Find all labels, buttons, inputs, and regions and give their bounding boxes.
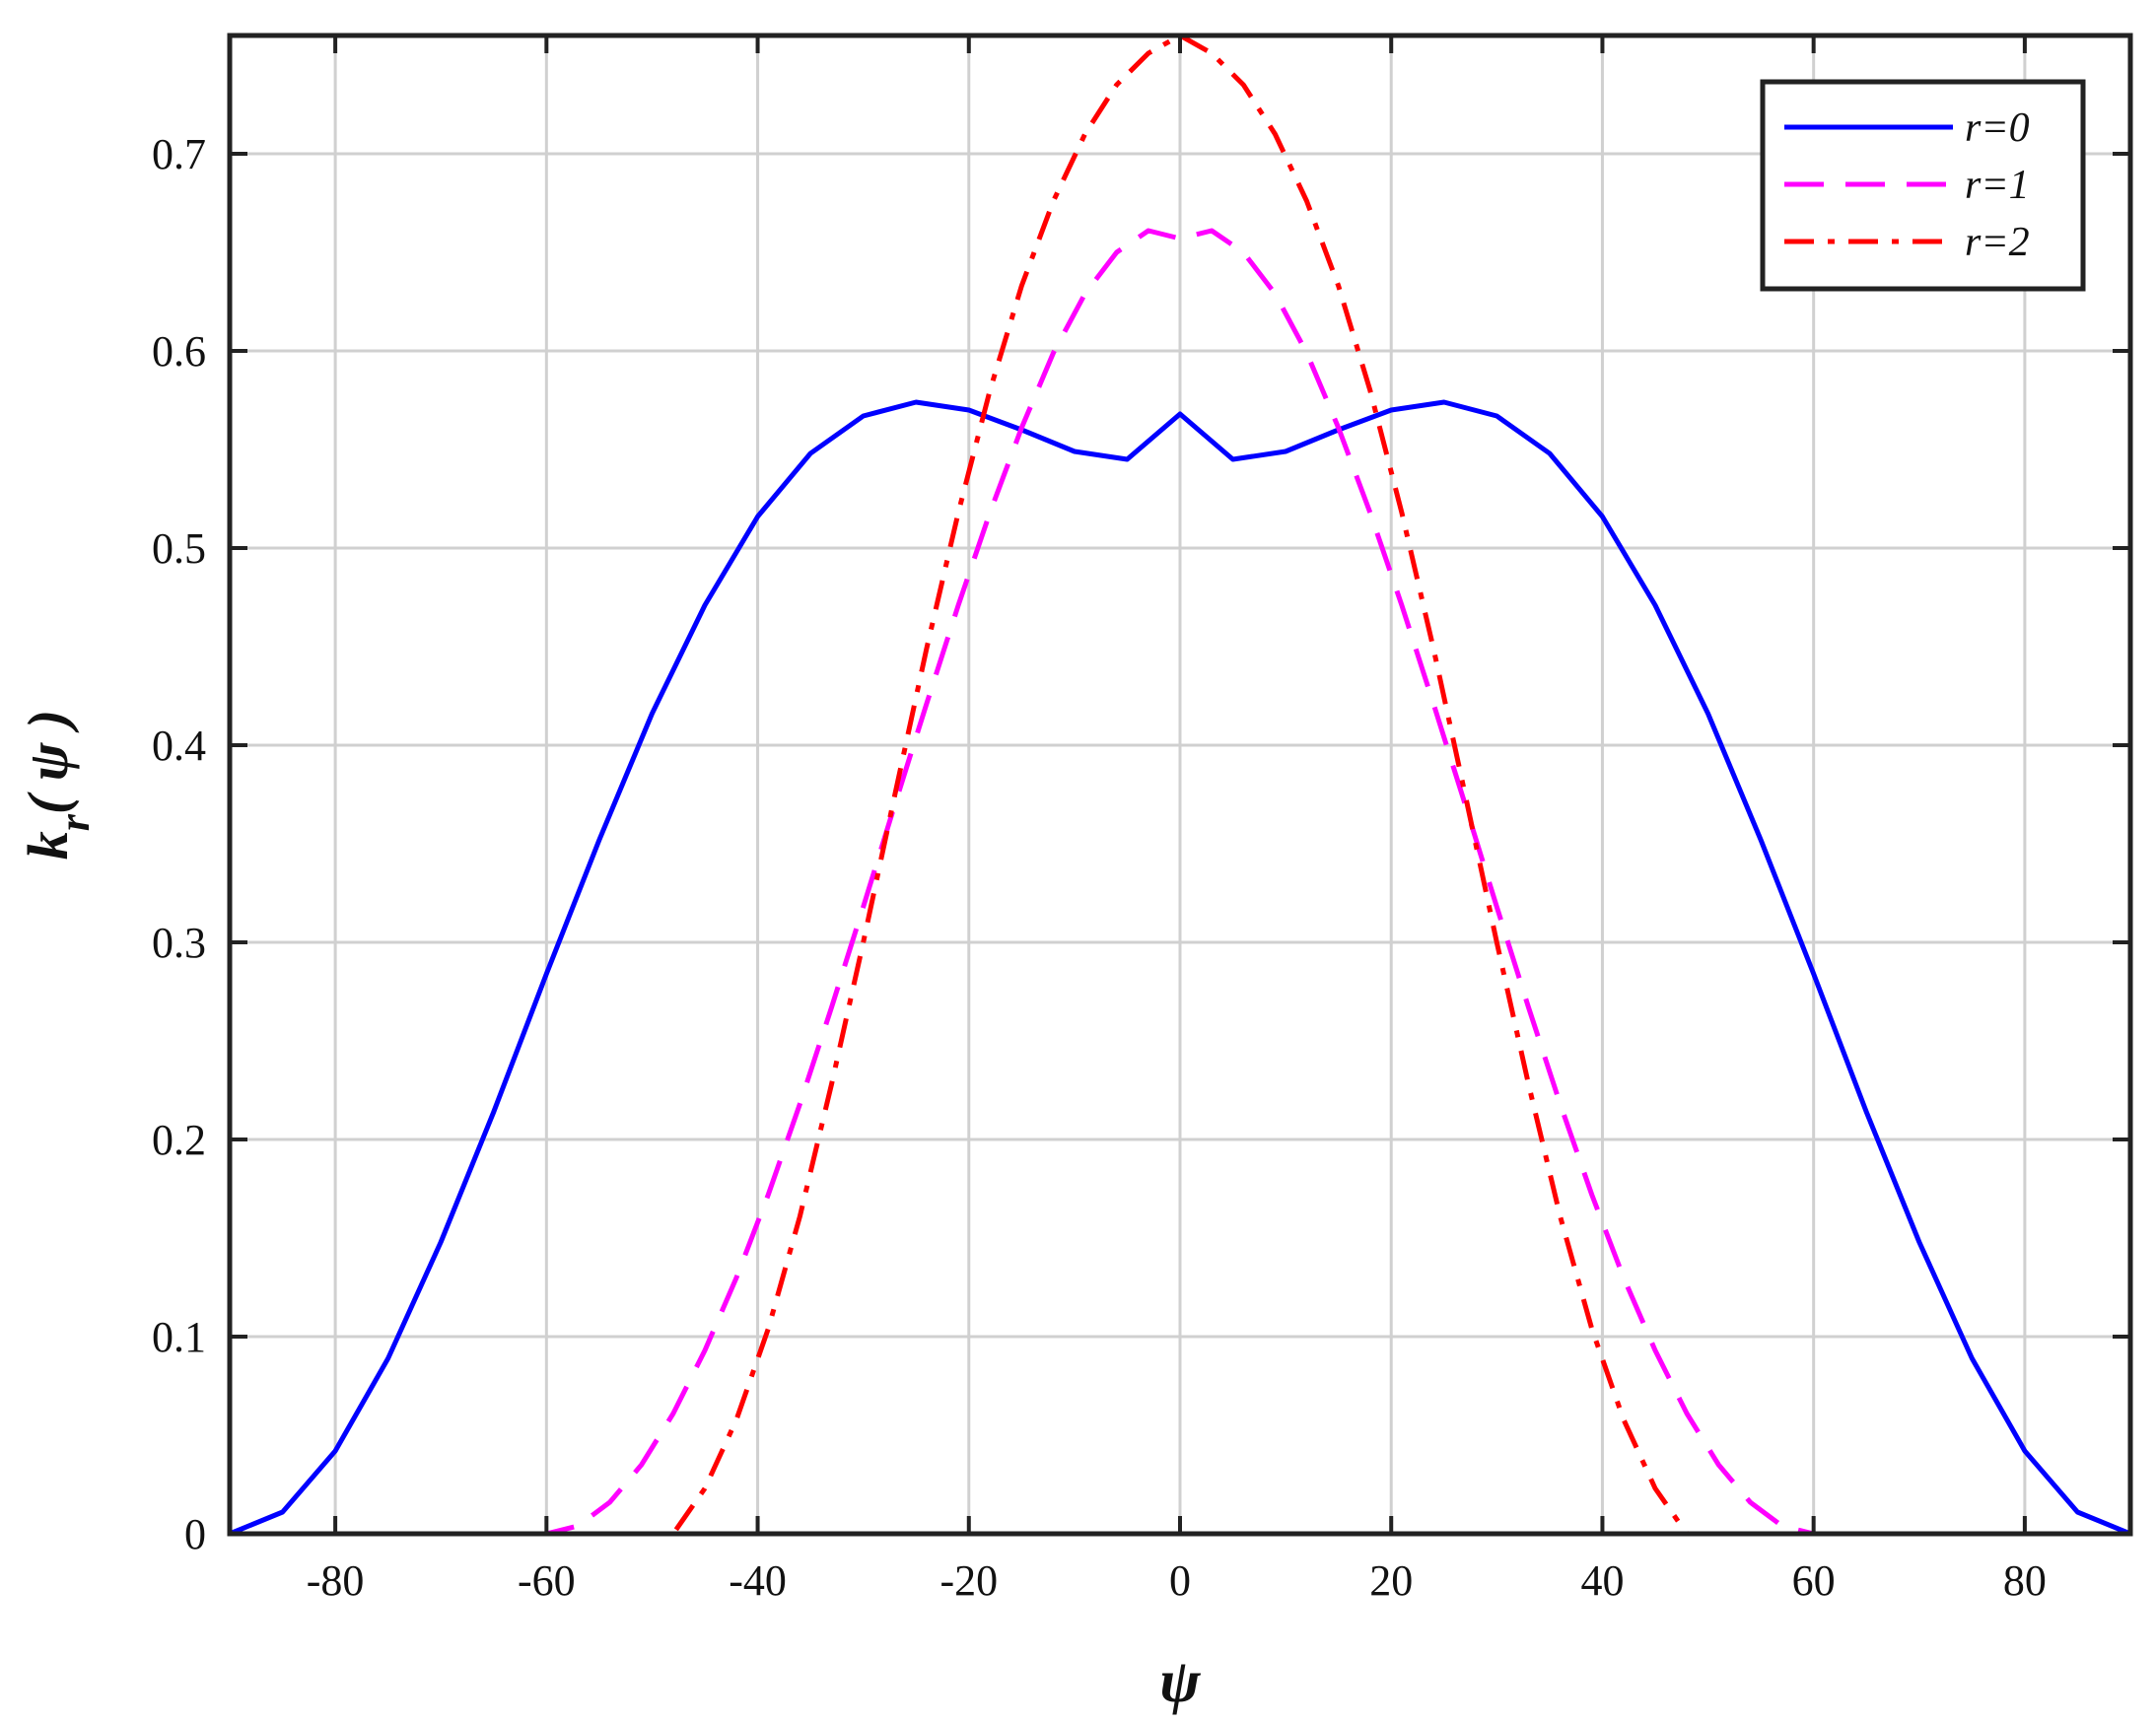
series-line-r-0 — [229, 399, 2131, 1537]
y-tick-label: 0.4 — [152, 722, 206, 770]
y-tick-label: 0.3 — [152, 919, 206, 967]
ticks — [230, 35, 2130, 1536]
x-tick-label: -40 — [729, 1556, 787, 1605]
series-line-r-1 — [230, 228, 2130, 1537]
series-line-r-2 — [230, 33, 2130, 1537]
tick-labels: -80 -60 -40 -20 0 20 40 60 80 0 0.1 0.2 0.3 0.4 0.5 0.6… — [152, 130, 2047, 1605]
y-tick-label: 0.1 — [152, 1313, 206, 1361]
y-axis-title-main: k — [16, 831, 80, 860]
x-tick-label: -20 — [939, 1556, 998, 1605]
y-axis-title-arg: ( ψ ) — [16, 710, 80, 814]
y-tick-label: 0.2 — [152, 1116, 206, 1164]
y-tick-label: 0.7 — [152, 130, 206, 178]
x-tick-label: -60 — [518, 1556, 576, 1605]
series-layer — [229, 33, 2131, 1537]
x-tick-label: 40 — [1580, 1556, 1624, 1605]
x-tick-label: 80 — [2003, 1556, 2047, 1605]
x-tick-label: 60 — [1792, 1556, 1836, 1605]
x-tick-label: 20 — [1369, 1556, 1413, 1605]
y-tick-label: 0.5 — [152, 524, 206, 573]
x-axis-title: ψ — [1159, 1648, 1201, 1715]
y-tick-label: 0.6 — [152, 327, 206, 376]
x-tick-label: 0 — [1169, 1556, 1191, 1605]
x-tick-label: -80 — [307, 1556, 365, 1605]
y-axis-title: kr( ψ ) — [16, 710, 99, 861]
y-axis-title-sub: r — [50, 813, 99, 831]
legend: r=0 r=1 r=2 — [1760, 79, 2086, 292]
legend-label: r=0 — [1965, 105, 2030, 151]
legend-label: r=2 — [1965, 220, 2030, 265]
y-tick-label: 0 — [184, 1510, 206, 1558]
legend-label: r=1 — [1965, 163, 2030, 208]
